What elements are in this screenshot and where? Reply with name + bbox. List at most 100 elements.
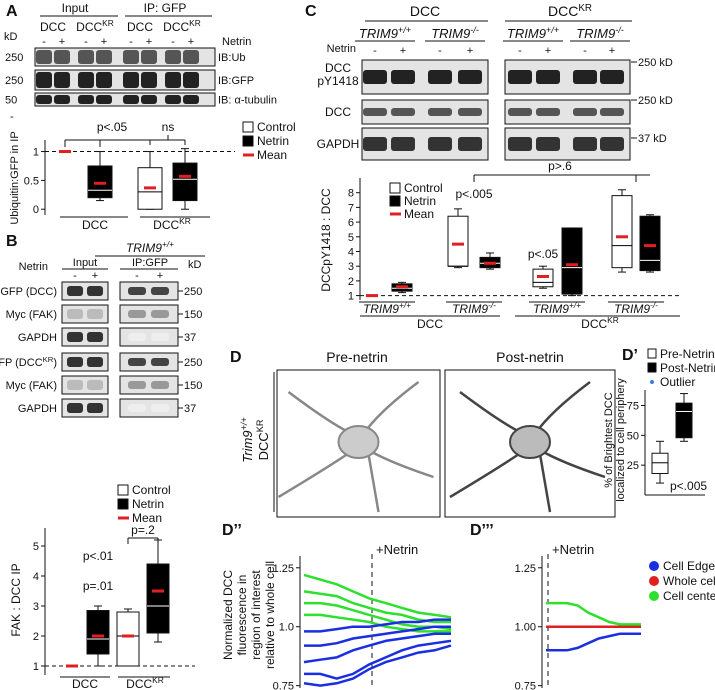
band (128, 358, 146, 366)
band (128, 404, 146, 412)
genotype: TRIM9-/- (576, 25, 624, 41)
band (151, 310, 169, 318)
text-part: DCC (72, 677, 98, 690)
kd-label: 150 (184, 380, 202, 392)
series-line (304, 639, 452, 680)
band (363, 70, 387, 84)
y-tick-label: 1.25 (515, 563, 536, 575)
box (561, 227, 583, 295)
row-label: GAPDH (18, 403, 57, 415)
band (67, 309, 83, 319)
legend-swatch (389, 195, 401, 207)
band (508, 108, 532, 116)
group-label: Input (62, 1, 89, 15)
panel-label: A (6, 3, 18, 20)
image-title: Post-netrin (496, 349, 564, 365)
lane-label: DCC (40, 20, 66, 34)
band (573, 137, 597, 151)
band (87, 380, 103, 390)
legend-label: Whole cell (663, 574, 715, 588)
cell-body (337, 425, 380, 459)
panel-label: D (230, 349, 242, 366)
band (87, 403, 103, 413)
panel-label: D’’’ (470, 522, 494, 539)
band (128, 333, 146, 341)
series-line (546, 632, 641, 652)
text-part: DCC (548, 3, 578, 19)
kd-label: 250 (5, 75, 23, 87)
group-label: DCCKR (153, 216, 191, 232)
panel-label: C (305, 3, 317, 20)
band (458, 70, 482, 84)
superscript: KR (43, 355, 54, 364)
box (86, 610, 110, 655)
band (87, 286, 103, 296)
superscript: -/- (650, 300, 658, 310)
legend-label: Pre-Netrin (660, 347, 715, 361)
y-axis-label: relative to whole cell (263, 561, 277, 669)
series-line (304, 625, 451, 647)
kd-label: 37 (184, 403, 196, 415)
text-part: DCC (410, 3, 440, 19)
p-value: p<.01 (83, 549, 114, 563)
y-tick-label: 5 (348, 232, 354, 244)
superscript: KR (102, 18, 114, 28)
series-line (303, 573, 452, 619)
band (428, 137, 452, 151)
kd-header: kD (4, 31, 18, 43)
antibody-label: IB: α-tubulin (218, 95, 277, 107)
band (573, 108, 597, 116)
genotype: DCCKR (255, 419, 271, 460)
band (36, 95, 52, 104)
box (675, 402, 693, 439)
y-tick-label: 2 (348, 276, 354, 288)
genotype: TRIM9-/- (614, 300, 658, 316)
band (87, 332, 103, 342)
y-tick-label: 0.75 (515, 681, 536, 690)
cell (449, 381, 606, 513)
band (67, 357, 83, 367)
lane-label: DCC (127, 20, 153, 34)
cell (277, 381, 434, 513)
box (116, 611, 140, 667)
band (141, 72, 157, 88)
sign: + (101, 36, 107, 48)
y-tick-label: 1 (33, 661, 39, 673)
band (363, 108, 387, 116)
y-tick-label: 0.75 (273, 681, 294, 690)
band (123, 50, 139, 64)
sign: + (59, 36, 65, 48)
y-tick-label: 4 (348, 246, 354, 258)
row-label: GAPDH (18, 332, 57, 344)
band (78, 72, 94, 88)
band (183, 95, 199, 104)
row-label: pY1418 (317, 74, 359, 88)
group-label: IP:GFP (132, 257, 168, 269)
text-part: DCC (581, 317, 607, 331)
legend-swatch (117, 498, 129, 510)
text-part: DCC (153, 218, 179, 232)
legend-label: Mean (404, 207, 434, 221)
sign: - (129, 36, 133, 48)
kd-label: 37 (184, 332, 196, 344)
y-axis-label: localized to cell periphery (615, 378, 627, 502)
band (428, 108, 452, 116)
band (391, 70, 415, 84)
superscript: KR (607, 315, 619, 325)
group-label: DCCKR (548, 3, 592, 20)
text-part: ) (53, 357, 57, 369)
y-axis-label: FAK : DCC IP (9, 563, 23, 636)
y-tick-label: 1.00 (515, 622, 536, 634)
legend-swatch (650, 380, 654, 384)
text-part: DCC (76, 20, 102, 34)
y-axis-label: fluorescence in (235, 575, 249, 656)
band (600, 108, 624, 116)
y-tick-label: 4 (33, 571, 39, 583)
row-label: DCC (325, 61, 351, 75)
band (36, 50, 52, 64)
row-label: GFP (DCC) (0, 286, 57, 298)
text-part: GFP (DCC (0, 357, 43, 369)
sign: + (146, 36, 152, 48)
band (67, 286, 83, 296)
series-line (546, 601, 641, 626)
